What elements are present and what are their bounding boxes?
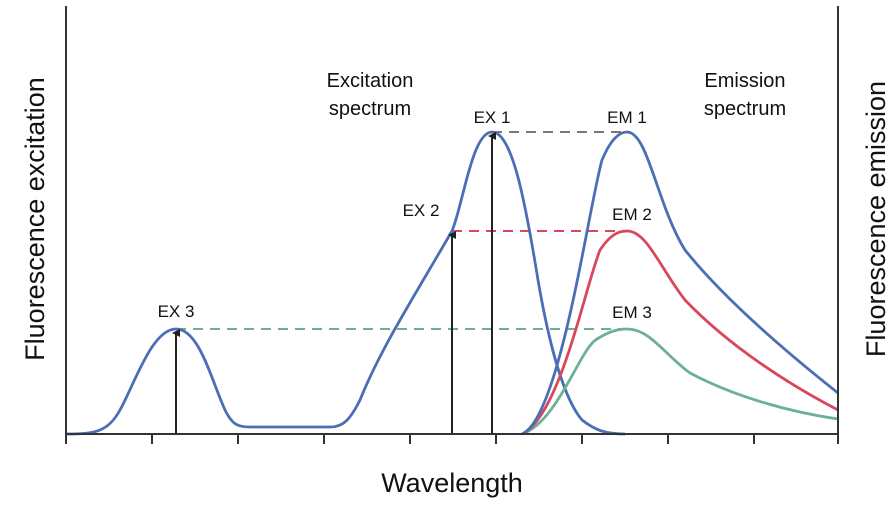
left-axis-title: Fluorescence excitation [20, 77, 50, 361]
ex1-label: EX 1 [474, 108, 511, 127]
em1-curve [521, 130, 839, 436]
ex3-label: EX 3 [158, 302, 195, 321]
em1-label: EM 1 [607, 108, 647, 127]
emission-spectrum-label-line2: spectrum [704, 98, 786, 120]
em2-curve [521, 229, 839, 436]
x-axis-ticks [65, 434, 839, 444]
em3-label: EM 3 [612, 303, 652, 322]
excitation-spectrum-label-line1: Excitation [327, 70, 414, 92]
excitation-spectrum-label-line2: spectrum [329, 98, 411, 120]
emission-spectrum-label-line1: Emission [704, 70, 785, 92]
x-axis-title: Wavelength [381, 468, 523, 498]
ex2-label: EX 2 [403, 201, 440, 220]
excitation-curve [65, 130, 626, 436]
em2-label: EM 2 [612, 205, 652, 224]
right-axis-title: Fluorescence emission [861, 81, 891, 357]
em3-curve [521, 327, 839, 436]
